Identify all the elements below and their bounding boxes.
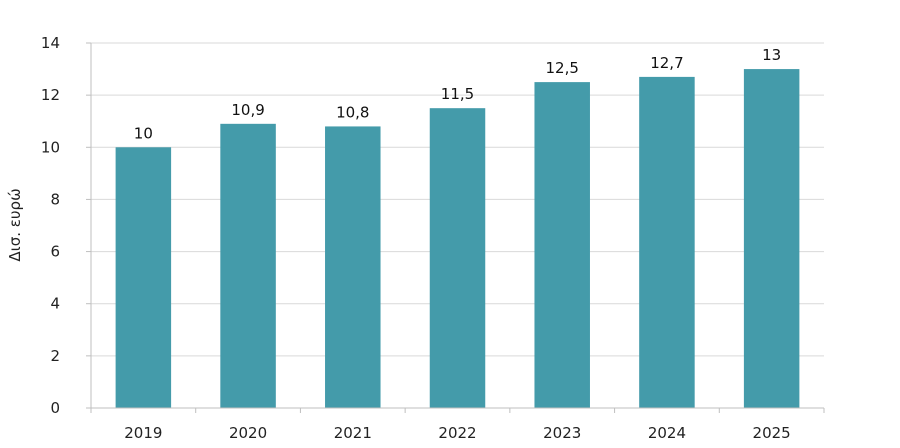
data-label: 10,9 <box>231 101 264 119</box>
y-axis-title: Δισ. ευρώ <box>6 188 24 261</box>
y-tick-label: 14 <box>41 34 60 52</box>
x-tick-label: 2023 <box>543 424 581 442</box>
x-tick-label: 2019 <box>124 424 162 442</box>
y-tick-label: 10 <box>41 138 60 156</box>
y-tick-label: 2 <box>50 347 60 365</box>
data-label: 13 <box>762 46 781 64</box>
data-label: 12,7 <box>650 54 683 72</box>
x-tick-label: 2021 <box>334 424 372 442</box>
y-tick-label: 12 <box>41 86 60 104</box>
x-tick-label: 2022 <box>438 424 476 442</box>
bar-2025 <box>743 69 800 409</box>
bar-2019 <box>115 147 172 409</box>
y-tick-label: 0 <box>50 399 60 417</box>
y-tick-label: 6 <box>50 243 60 261</box>
labels: 0 2 4 6 8 10 12 14 10 2019 10,9 2020 10,8 2021 11,5 202… <box>41 34 791 442</box>
data-label: 10,8 <box>336 103 369 121</box>
y-tick-label: 8 <box>50 190 60 208</box>
bar-2023 <box>534 82 590 408</box>
bar-2022 <box>429 108 486 408</box>
axes <box>86 42 825 413</box>
bar-2021 <box>325 126 381 408</box>
data-label: 10 <box>134 124 153 142</box>
data-label: 11,5 <box>441 85 474 103</box>
x-tick-label: 2024 <box>648 424 686 442</box>
x-tick-label: 2025 <box>753 424 791 442</box>
data-label: 12,5 <box>546 59 579 77</box>
bar-2020 <box>220 123 276 409</box>
x-tick-label: 2020 <box>229 424 267 442</box>
y-tick-label: 4 <box>50 295 60 313</box>
bar-2024 <box>639 76 695 409</box>
bars <box>115 69 800 409</box>
